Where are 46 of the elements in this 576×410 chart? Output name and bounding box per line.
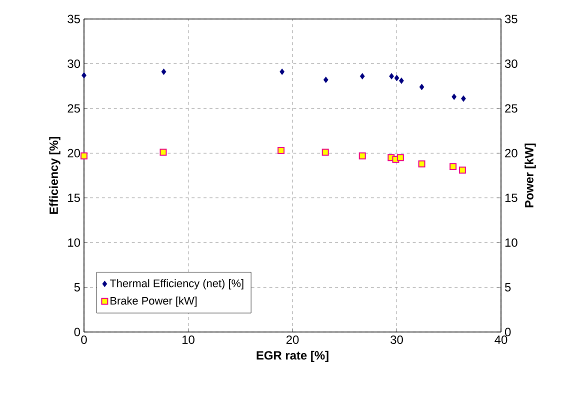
- point: [419, 84, 424, 90]
- x-tick-label: 40: [494, 336, 508, 344]
- legend-label: Thermal Efficiency (net) [%]: [110, 279, 244, 290]
- point: [80, 152, 88, 160]
- legend-label: Brake Power [kW]: [110, 296, 197, 307]
- point: [323, 76, 328, 84]
- point: [394, 74, 400, 82]
- point: [399, 78, 404, 84]
- point: [458, 166, 466, 174]
- point: [418, 160, 426, 168]
- x-tick-label: 10: [182, 336, 194, 344]
- x-axis-title: EGR rate [%]: [256, 350, 328, 362]
- point: [161, 68, 166, 75]
- y-tick-label: 30: [68, 59, 80, 68]
- y-tick-label: 20: [68, 148, 80, 158]
- point: [360, 73, 365, 80]
- y-tick-label: 0: [74, 328, 80, 336]
- x-tick-label: 30: [390, 336, 403, 344]
- x-tick-label: 20: [286, 336, 299, 344]
- point: [450, 163, 457, 170]
- y2-tick-label: 5: [505, 283, 511, 292]
- point: [280, 68, 285, 75]
- y-tick-label: 35: [68, 14, 80, 24]
- point: [322, 148, 329, 156]
- point: [396, 154, 404, 162]
- y2-tick-label: 20: [505, 148, 518, 158]
- y2-tick-label: 10: [505, 238, 518, 247]
- y2-axis-title: Power [kW]: [524, 144, 536, 208]
- y-tick-label: 10: [68, 238, 80, 247]
- point: [82, 72, 86, 79]
- y-axis-title: Efficiency [%]: [49, 136, 60, 214]
- point: [452, 94, 457, 100]
- y2-tick-label: 25: [505, 104, 518, 113]
- point: [461, 95, 466, 102]
- y2-tick-label: 15: [505, 194, 518, 202]
- y2-tick-label: 35: [504, 14, 518, 24]
- y2-tick-label: 0: [504, 328, 511, 336]
- point: [278, 146, 285, 154]
- x-tick-label: 0: [81, 336, 87, 344]
- point: [389, 73, 394, 80]
- point: [358, 152, 366, 160]
- y-tick-label: 25: [68, 104, 80, 113]
- y2-tick-label: 30: [504, 59, 518, 68]
- y-tick-label: 15: [68, 194, 80, 202]
- y-tick-label: 5: [74, 283, 80, 292]
- point: [160, 148, 167, 156]
